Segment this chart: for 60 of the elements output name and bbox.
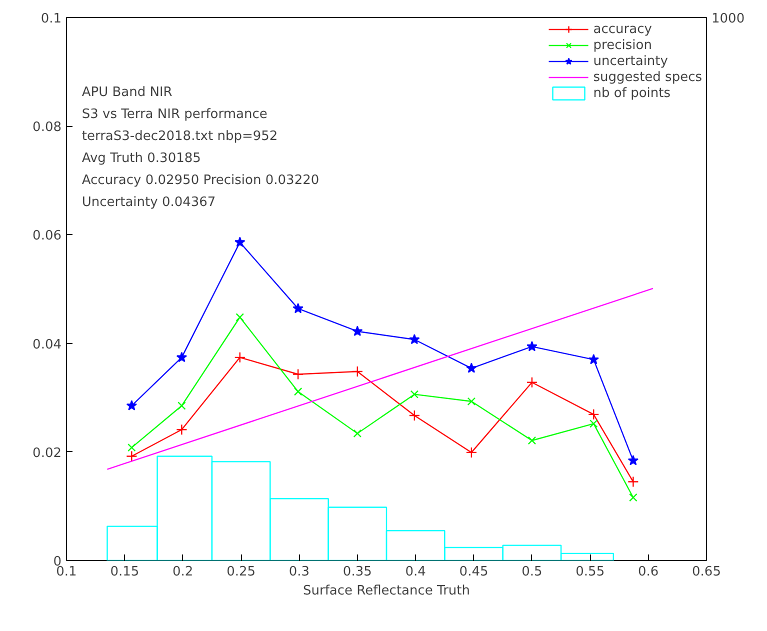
annotation: Accuracy 0.02950 Precision 0.03220 bbox=[82, 172, 320, 188]
point bbox=[589, 420, 598, 428]
point bbox=[126, 400, 138, 410]
x-axis-title: Surface Reflectance Truth bbox=[303, 584, 470, 598]
point bbox=[466, 362, 477, 373]
annotation: terraS3-dec2018.txt nbp=952 bbox=[82, 128, 278, 144]
text: 1000 bbox=[712, 12, 745, 26]
x-tick-label: 0.6 bbox=[638, 564, 659, 580]
x-tick-label: 0.45 bbox=[459, 564, 488, 580]
point bbox=[236, 313, 244, 322]
y-tick-label: 0.06 bbox=[32, 228, 62, 244]
x-tick-label: 0.2 bbox=[172, 564, 194, 580]
point bbox=[628, 476, 639, 488]
y-tick-label: 0.04 bbox=[32, 337, 62, 352]
point bbox=[526, 340, 538, 352]
point bbox=[409, 334, 420, 344]
point bbox=[467, 397, 476, 406]
point bbox=[128, 443, 136, 452]
x-tick-label: 0.65 bbox=[692, 564, 721, 580]
point bbox=[126, 450, 138, 462]
y-tick-label: 0.02 bbox=[32, 446, 62, 461]
legend-label: uncertainty bbox=[593, 53, 668, 69]
point bbox=[294, 387, 302, 396]
point bbox=[628, 454, 639, 466]
point bbox=[526, 376, 538, 388]
legend-label: nb of points bbox=[593, 85, 670, 101]
x-tick-label: 0.4 bbox=[405, 564, 426, 580]
point bbox=[292, 368, 304, 380]
x-tick-label: 0.5 bbox=[522, 564, 542, 580]
point bbox=[292, 302, 304, 314]
annotation: APU Band NIR bbox=[82, 84, 172, 100]
point bbox=[588, 408, 600, 420]
annotation: Avg Truth 0.30185 bbox=[82, 150, 201, 166]
legend-label: precision bbox=[593, 37, 652, 53]
y-tick-label: 0.08 bbox=[32, 120, 62, 136]
x-tick-label: 0.1 bbox=[56, 564, 77, 580]
x-tick-label: 0.35 bbox=[342, 564, 372, 580]
point bbox=[352, 366, 364, 378]
point bbox=[352, 326, 363, 336]
point bbox=[466, 446, 478, 458]
x-tick-label: 0.3 bbox=[288, 564, 310, 580]
point bbox=[176, 352, 188, 362]
point bbox=[629, 493, 638, 502]
point bbox=[234, 236, 246, 247]
point bbox=[588, 354, 599, 364]
y-tick-label: 0.1 bbox=[40, 12, 62, 26]
point bbox=[176, 424, 188, 436]
point bbox=[528, 436, 536, 445]
point bbox=[234, 352, 246, 364]
legend-label: suggested specs bbox=[593, 69, 702, 85]
point bbox=[410, 390, 419, 398]
annotation: S3 vs Terra NIR performance bbox=[82, 106, 268, 122]
x-tick-label: 0.25 bbox=[226, 564, 256, 580]
point bbox=[408, 410, 420, 422]
point bbox=[178, 402, 186, 410]
legend-label: accuracy bbox=[593, 21, 652, 37]
x-tick-label: 0.15 bbox=[110, 564, 140, 580]
x-tick-label: 0.55 bbox=[576, 564, 605, 580]
annotation: Uncertainty 0.04367 bbox=[82, 194, 216, 210]
point bbox=[353, 429, 362, 438]
